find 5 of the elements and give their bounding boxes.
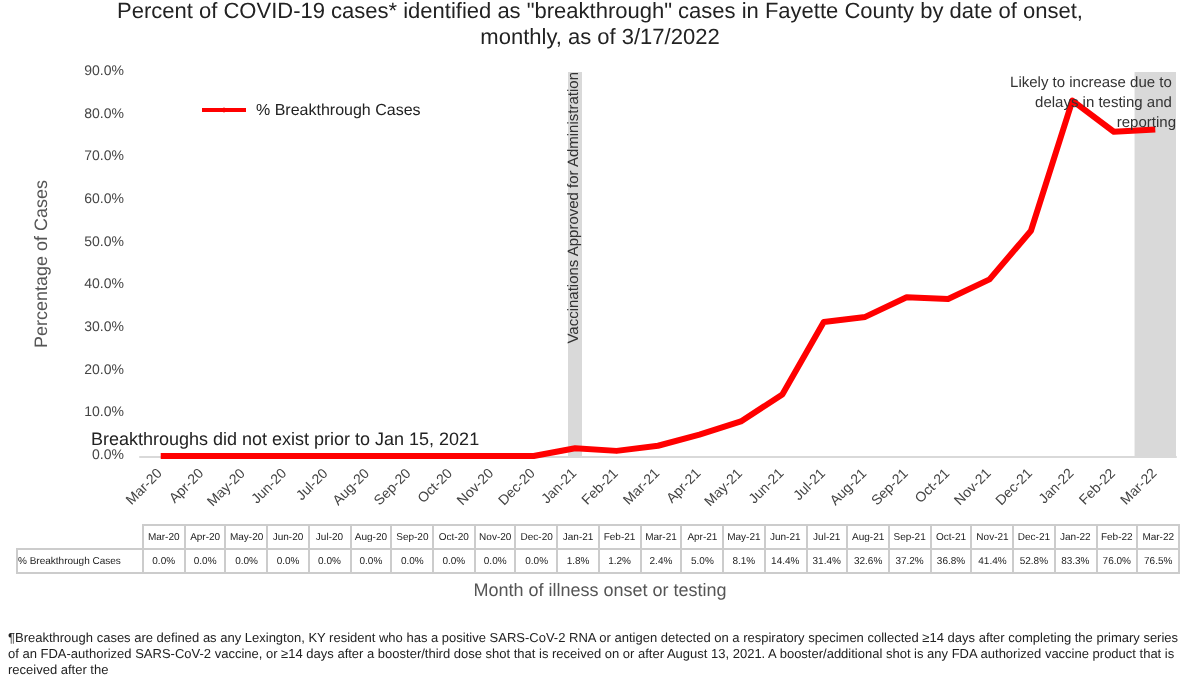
legend-label: % Breakthrough Cases bbox=[256, 101, 421, 119]
x-axis-title: Month of illness onset or testing bbox=[471, 580, 729, 600]
annotation: Breakthroughs did not exist prior to Jan 15, 2021 bbox=[90, 429, 480, 449]
y-axis-title: Percentage of Cases bbox=[31, 178, 51, 349]
chart-title: Percent of COVID-19 cases* identified as "breakthrough" cases in Fayette County by date of onset, monthly, as of 3/17/2022 bbox=[115, 0, 1085, 52]
